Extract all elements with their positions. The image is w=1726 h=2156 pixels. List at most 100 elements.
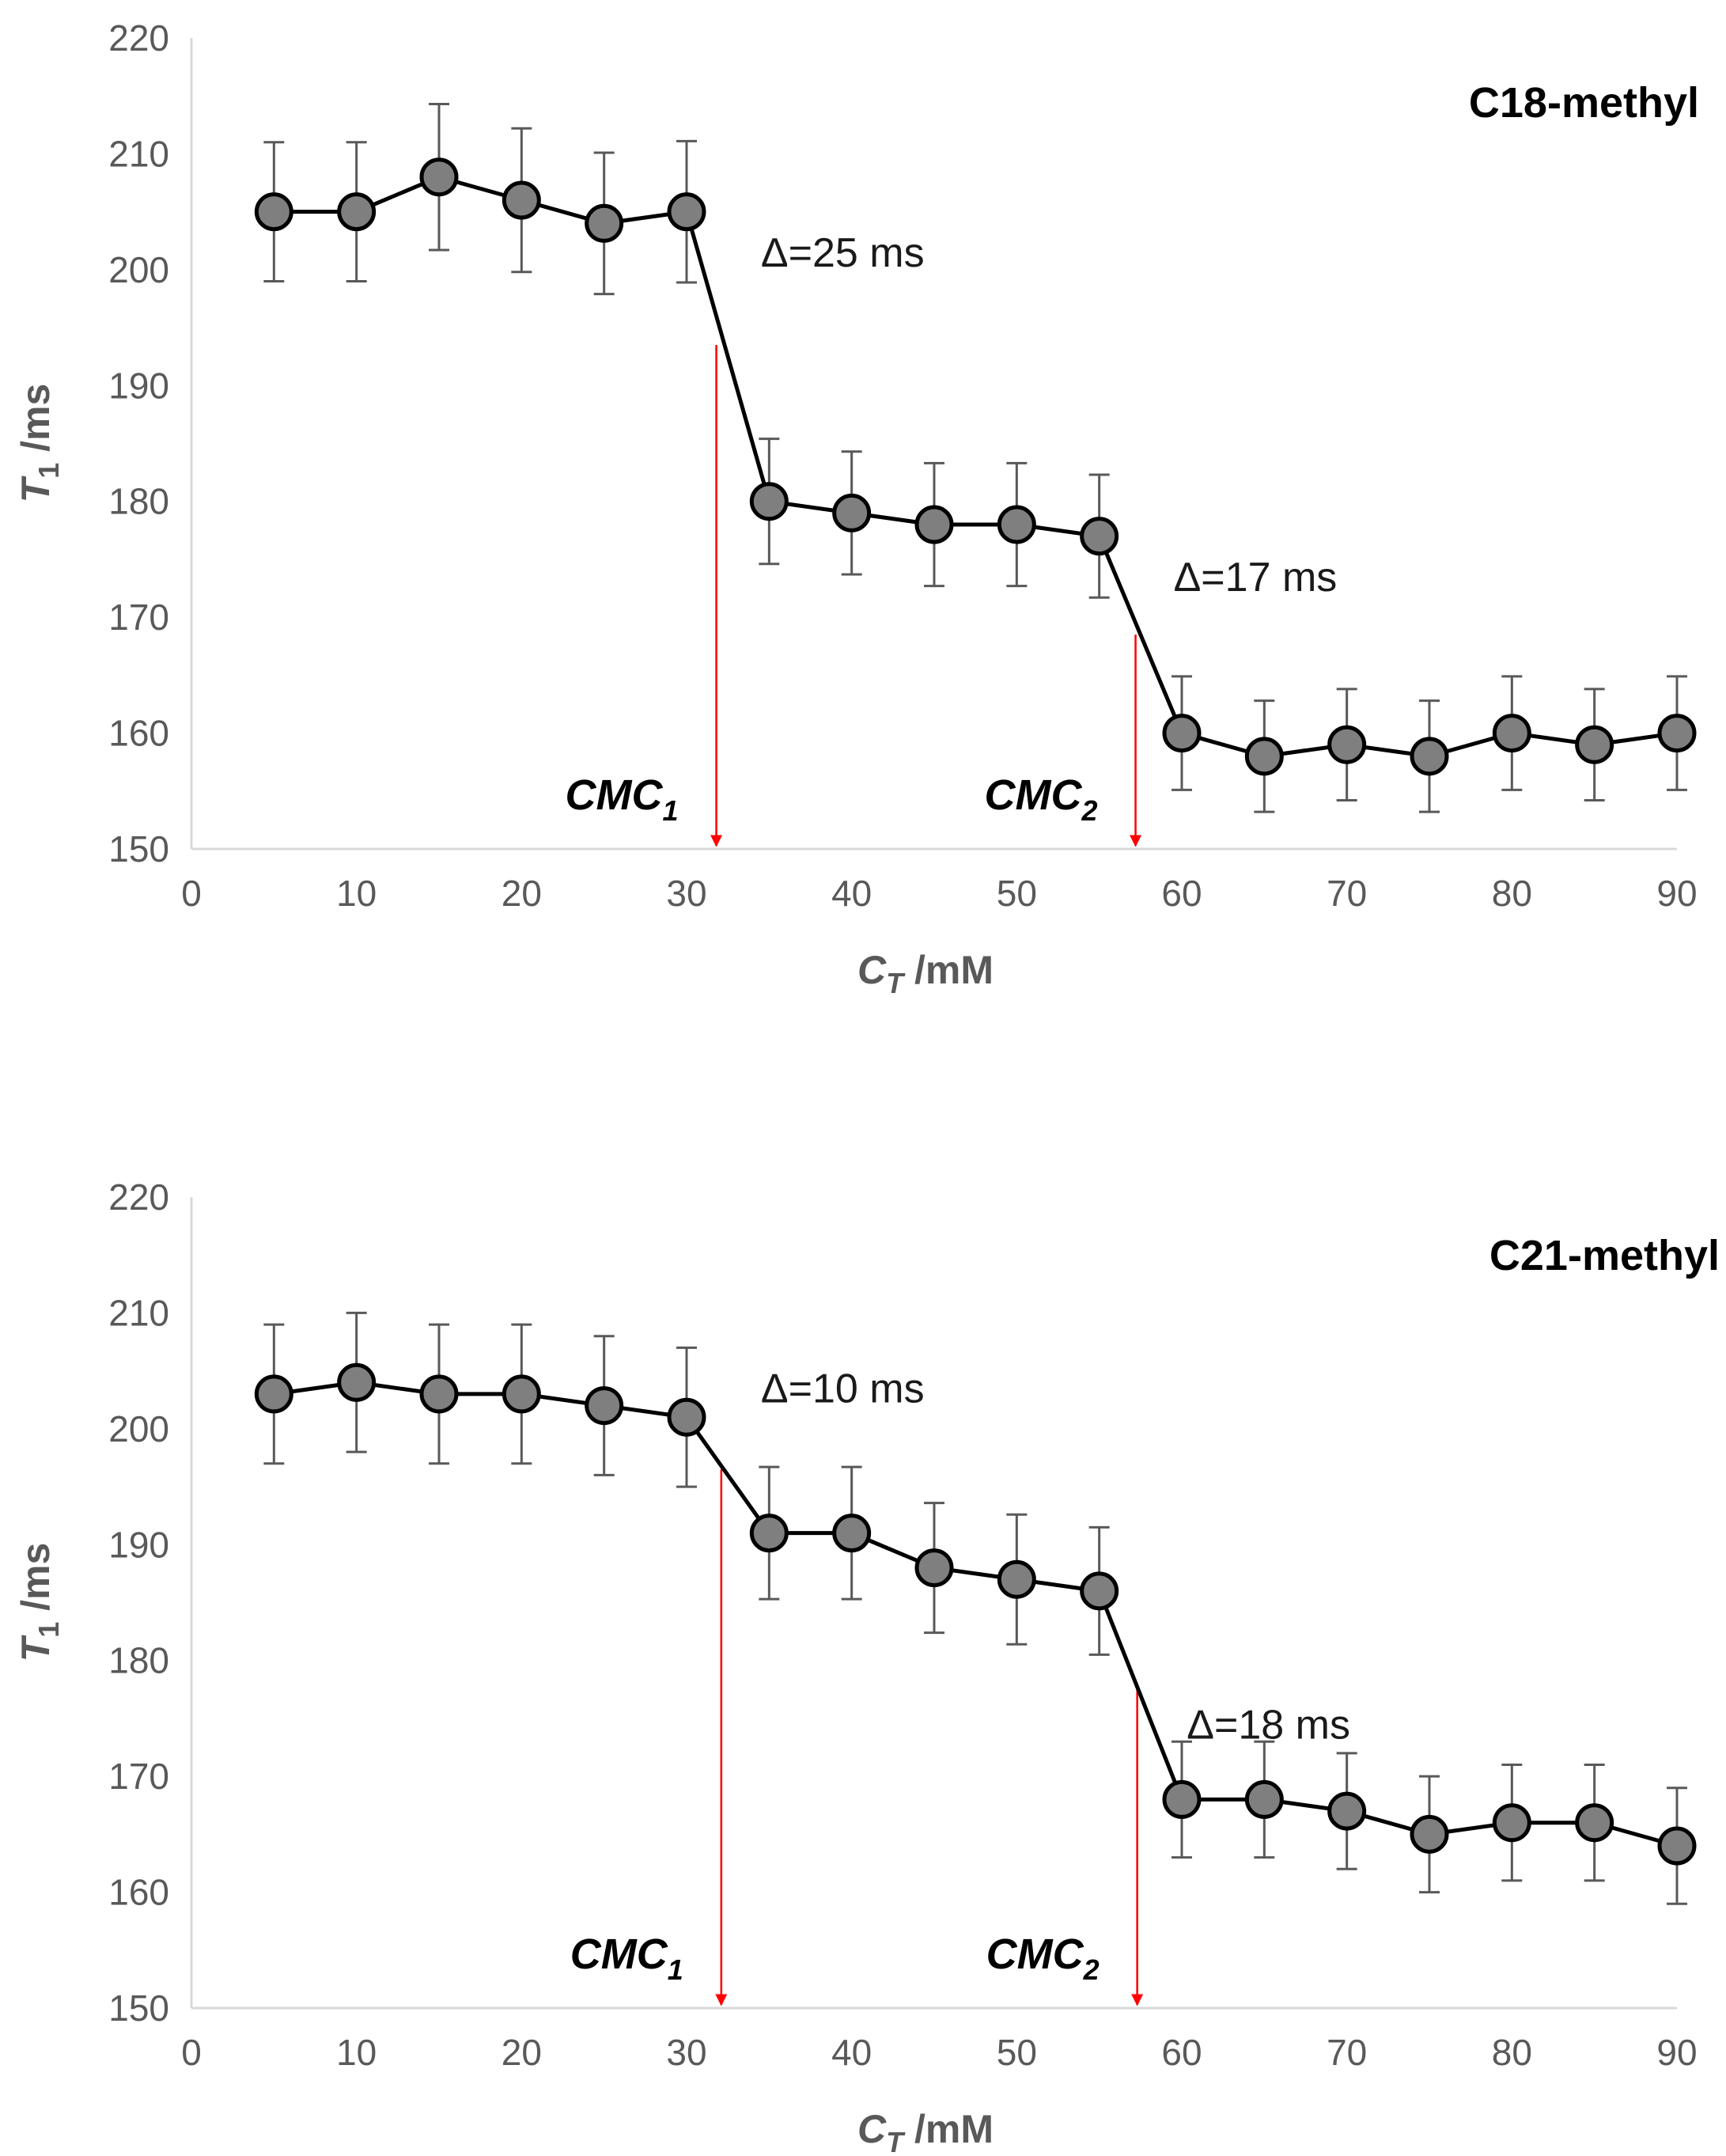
data-point: [832, 1514, 872, 1553]
cmc-label-subscript: 2: [1083, 1953, 1100, 1986]
x-tick-label: 80: [1492, 873, 1532, 914]
cmc-labels: CMC1 CMC2: [570, 1931, 1100, 1986]
cmc-label-subscript: 1: [668, 1953, 683, 1986]
y-tick-label: 170: [108, 1756, 169, 1797]
x-tick-label: 40: [831, 2032, 872, 2073]
series-line: [274, 175, 1678, 759]
y-tick-label: 190: [108, 1524, 169, 1565]
delta-annotation: Δ=25 ms: [761, 230, 925, 276]
x-tick-label: 0: [181, 873, 202, 914]
error-bars: [263, 102, 1687, 813]
data-point: [1575, 1803, 1614, 1843]
y-tick-label: 220: [108, 1177, 169, 1218]
x-tick-label: 50: [997, 2032, 1037, 2073]
y-tick-label: 200: [108, 1408, 169, 1449]
y-tick-label: 210: [108, 133, 169, 174]
data-point: [585, 1386, 624, 1426]
x-axis-title: CT /mM: [857, 948, 994, 999]
cmc-label: CMC2: [985, 771, 1098, 827]
data-point: [254, 192, 293, 232]
cmc-label-subscript: 2: [1081, 794, 1098, 827]
cmc-label: CMC1: [570, 1931, 683, 1986]
data-point: [1244, 1779, 1284, 1819]
x-tick-label: 10: [336, 873, 377, 914]
y-tick-label: 170: [108, 597, 169, 638]
x-tick-label: 0: [181, 2032, 202, 2073]
cmc-label-main: CMC: [566, 771, 664, 819]
series-line: [273, 1380, 1678, 1848]
data-point: [1080, 1571, 1119, 1611]
cmc-label: CMC1: [566, 771, 679, 827]
data-point: [1327, 725, 1367, 764]
data-point: [419, 157, 459, 197]
data-point: [502, 1374, 541, 1414]
data-point: [337, 1362, 377, 1402]
data-point: [585, 203, 624, 243]
y-tick-label: 200: [108, 249, 169, 290]
y-tick-label: 190: [108, 365, 169, 406]
cmc-label-main: CMC: [986, 1931, 1084, 1978]
cmc-label-subscript: 1: [663, 794, 679, 827]
data-point: [254, 1374, 293, 1414]
chart-title: C21-methyl: [1489, 1232, 1720, 1279]
y-tick-label: 180: [108, 481, 169, 522]
x-tick-label: 60: [1161, 2032, 1202, 2073]
data-point: [1162, 714, 1202, 753]
y-tick-label: 180: [108, 1640, 169, 1681]
x-tick-labels: 0 10 20 30 40 50 60 70 80 90: [181, 873, 1697, 914]
delta-annotation: Δ=10 ms: [761, 1366, 925, 1412]
data-point: [997, 505, 1036, 544]
y-tick-label: 160: [108, 713, 169, 754]
data-point: [1575, 725, 1614, 764]
y-tick-label: 210: [108, 1292, 169, 1333]
x-tick-label: 30: [666, 873, 706, 914]
x-tick-label: 20: [502, 2032, 542, 2073]
data-point: [1657, 1826, 1697, 1866]
data-point: [1410, 1814, 1449, 1854]
x-tick-label: 50: [997, 873, 1037, 914]
y-tick-label: 160: [108, 1872, 169, 1913]
data-point: [1410, 737, 1449, 776]
x-tick-label: 90: [1656, 2032, 1697, 2073]
data-point: [997, 1559, 1036, 1599]
x-tick-label: 90: [1656, 873, 1697, 914]
cmc-markers: [710, 345, 1142, 847]
cmc-label-main: CMC: [570, 1931, 668, 1978]
cmc-markers: [715, 1469, 1144, 2006]
cmc-labels: CMC1 CMC2: [566, 771, 1098, 827]
data-point: [1492, 714, 1531, 753]
data-point: [832, 493, 872, 532]
x-axis-title: CT /mM: [857, 2107, 994, 2156]
data-point: [667, 1397, 706, 1437]
x-tick-label: 30: [666, 2032, 706, 2073]
x-tick-label: 80: [1492, 2032, 1532, 2073]
data-point: [1657, 714, 1697, 753]
y-tick-label: 220: [108, 17, 169, 59]
y-tick-labels: 150 160 170 180 190 200 210 220: [108, 17, 169, 870]
y-tick-label: 150: [108, 1987, 169, 2029]
y-tick-label: 150: [108, 828, 169, 870]
data-point: [1492, 1803, 1531, 1843]
data-point: [1327, 1791, 1367, 1831]
y-axis-title: T1 /ms: [13, 1543, 65, 1662]
data-points: [254, 157, 1697, 776]
data-point: [419, 1374, 459, 1414]
x-tick-labels: 0 10 20 30 40 50 60 70 80 90: [181, 2032, 1697, 2073]
x-tick-label: 70: [1327, 873, 1367, 914]
data-point: [1080, 517, 1119, 556]
data-point: [337, 192, 377, 232]
data-point: [749, 1514, 789, 1553]
x-tick-label: 70: [1327, 2032, 1367, 2073]
delta-annotation: Δ=18 ms: [1187, 1702, 1350, 1748]
data-point: [749, 482, 789, 521]
data-point: [914, 1548, 954, 1588]
data-points: [254, 1362, 1697, 1866]
chart-title: C18-methyl: [1469, 79, 1699, 127]
x-tick-label: 40: [831, 873, 872, 914]
data-point: [914, 505, 954, 544]
data-point: [1244, 737, 1284, 776]
x-tick-label: 20: [502, 873, 542, 914]
data-point: [502, 180, 541, 220]
